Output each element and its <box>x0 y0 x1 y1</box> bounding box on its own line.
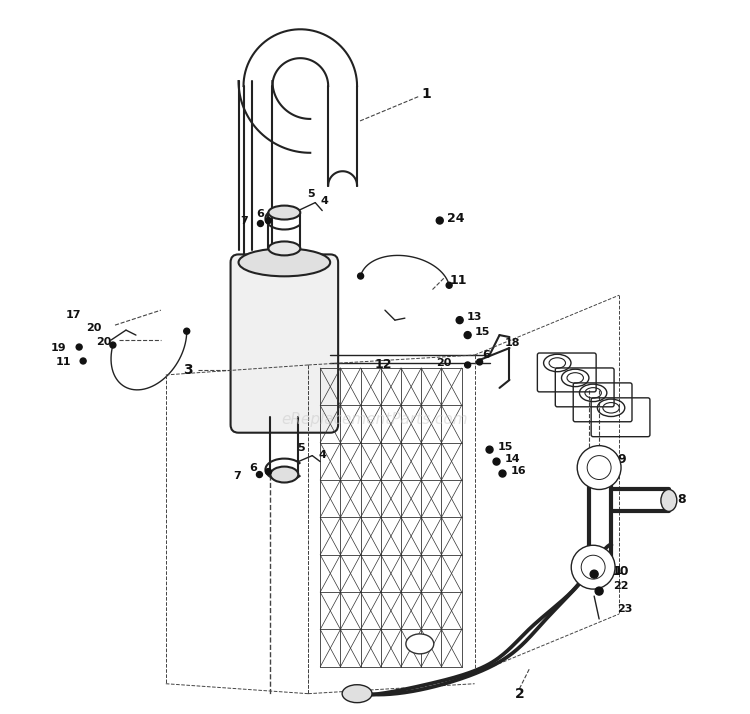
Text: 4: 4 <box>318 450 326 460</box>
Text: 17: 17 <box>66 310 81 320</box>
Ellipse shape <box>238 248 330 276</box>
Circle shape <box>476 359 482 365</box>
Text: 18: 18 <box>505 338 520 348</box>
Text: 11: 11 <box>56 357 71 367</box>
Circle shape <box>266 468 272 475</box>
Text: 13: 13 <box>466 312 482 322</box>
Circle shape <box>436 217 443 224</box>
Text: 4: 4 <box>320 196 328 206</box>
Text: 20: 20 <box>96 337 111 347</box>
Text: 22: 22 <box>613 581 628 591</box>
Text: 20: 20 <box>86 323 101 333</box>
Circle shape <box>465 362 471 368</box>
Circle shape <box>110 342 116 348</box>
Text: 21: 21 <box>607 566 622 576</box>
Text: eReplacementParts.com: eReplacementParts.com <box>282 412 468 427</box>
Circle shape <box>257 221 263 226</box>
Text: 6: 6 <box>250 463 257 473</box>
Text: 11: 11 <box>450 273 467 287</box>
Text: 24: 24 <box>447 212 464 225</box>
Text: 2: 2 <box>514 687 524 700</box>
Text: 7: 7 <box>232 471 241 481</box>
FancyBboxPatch shape <box>230 254 338 433</box>
Circle shape <box>266 218 272 223</box>
Text: 6: 6 <box>256 208 265 218</box>
Text: 15: 15 <box>475 327 490 337</box>
Circle shape <box>486 446 493 453</box>
Text: 12: 12 <box>375 358 392 371</box>
Text: 20: 20 <box>436 358 451 368</box>
Ellipse shape <box>271 466 298 483</box>
Text: 8: 8 <box>676 493 686 506</box>
Text: 14: 14 <box>505 453 520 463</box>
Circle shape <box>493 458 500 465</box>
Text: 16: 16 <box>511 466 526 476</box>
Circle shape <box>464 331 471 338</box>
Text: 19: 19 <box>50 343 66 353</box>
Circle shape <box>578 446 621 490</box>
Text: 5: 5 <box>298 443 305 453</box>
Circle shape <box>446 282 452 288</box>
Ellipse shape <box>268 206 300 219</box>
Circle shape <box>358 273 364 279</box>
Circle shape <box>590 570 598 578</box>
Text: 9: 9 <box>617 453 626 466</box>
Text: 6: 6 <box>482 350 490 360</box>
Circle shape <box>76 344 82 350</box>
Text: 15: 15 <box>497 442 513 452</box>
Circle shape <box>456 316 464 323</box>
Circle shape <box>256 471 262 478</box>
Ellipse shape <box>342 685 372 703</box>
Circle shape <box>572 545 615 589</box>
Text: 3: 3 <box>183 363 193 377</box>
Text: 5: 5 <box>308 188 315 198</box>
Text: 23: 23 <box>617 604 632 614</box>
Circle shape <box>596 587 603 595</box>
Text: 10: 10 <box>611 565 628 578</box>
Circle shape <box>499 470 506 477</box>
Circle shape <box>184 328 190 334</box>
Ellipse shape <box>661 490 676 511</box>
Ellipse shape <box>268 241 300 256</box>
Text: 1: 1 <box>422 87 431 101</box>
Text: 7: 7 <box>241 216 248 226</box>
Ellipse shape <box>406 634 433 654</box>
Circle shape <box>80 358 86 364</box>
